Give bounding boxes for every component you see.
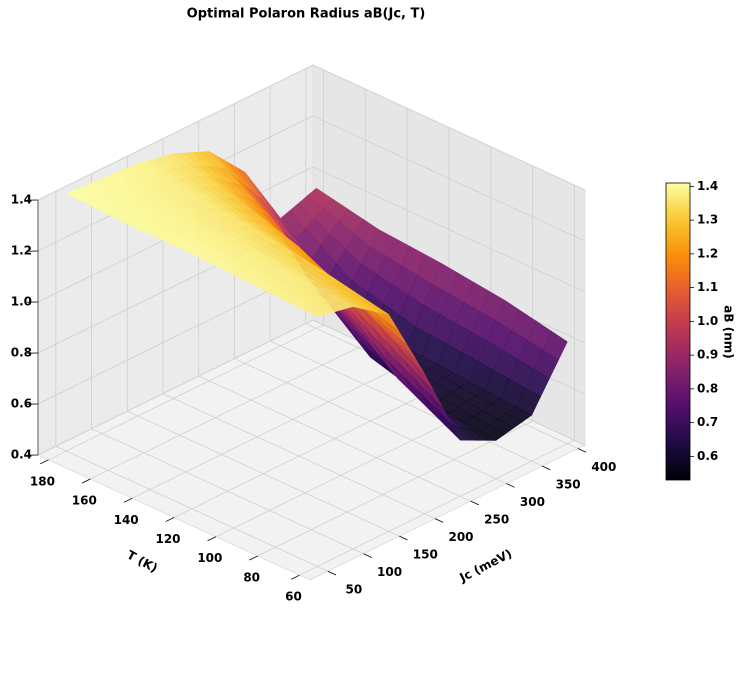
y-grid-line (257, 420, 533, 557)
z-tick-label: 0.6 (11, 397, 32, 411)
x-tick (363, 553, 372, 558)
z-tick-label: 0.4 (11, 448, 32, 462)
y-grid-line (90, 343, 366, 480)
colorbar-tick-label: 1.3 (697, 213, 718, 227)
y-grid-line (173, 382, 450, 518)
x-tick (506, 483, 515, 488)
colorbar (665, 182, 691, 481)
colorbar-label: aB (nm) (722, 305, 736, 358)
x-tick (399, 535, 408, 541)
x-tick-label: 250 (484, 513, 509, 527)
y-tick-label: 160 (72, 494, 97, 508)
x-tick (327, 570, 337, 576)
z-tick-label: 1.4 (11, 193, 32, 207)
colorbar-tick-label: 1.0 (697, 314, 718, 328)
z-tick-label: 1.0 (11, 295, 32, 309)
z-tick-label: 0.8 (11, 346, 32, 360)
y-tick (249, 555, 258, 561)
x-tick-label: 200 (448, 530, 473, 544)
y-tick (291, 574, 300, 580)
colorbar-tick-label: 1.4 (697, 179, 718, 193)
y-tick (123, 497, 133, 503)
y-tick (165, 517, 175, 522)
y-tick-label: 120 (155, 532, 180, 546)
y-tick-label: 80 (243, 570, 260, 584)
colorbar-tick-label: 0.9 (697, 348, 718, 362)
x-tick-label: 50 (346, 583, 363, 597)
y-grid-line (299, 439, 575, 576)
x-tick (577, 448, 587, 453)
z-grid-line (37, 64, 314, 201)
y-tick (81, 478, 91, 484)
colorbar-tick-label: 0.6 (697, 449, 718, 463)
x-tick (470, 500, 480, 506)
z-grid-line (37, 319, 314, 456)
z-grid-line (312, 64, 586, 191)
chart-title: Optimal Polaron Radius aB(Jc, T) (187, 7, 426, 22)
colorbar-tick-label: 1.1 (697, 280, 718, 294)
z-grid-line (312, 115, 586, 242)
surface-patch (301, 305, 327, 317)
colorbar-tick-label: 0.8 (697, 381, 718, 395)
z-tick-label: 1.2 (11, 244, 32, 258)
x-tick-label: 400 (591, 460, 616, 474)
y-tick-label: 60 (285, 590, 302, 604)
x-tick-label: 100 (377, 565, 402, 579)
y-tick-label: 100 (197, 551, 222, 565)
y-axis-label: T (K) (125, 548, 160, 576)
x-tick-label: 300 (520, 495, 545, 509)
x-tick-label: 150 (413, 548, 438, 562)
y-tick (40, 459, 49, 465)
x-tick (541, 465, 551, 471)
y-grid-line (131, 362, 408, 499)
z-grid-line (312, 166, 586, 293)
x-tick (434, 518, 444, 523)
y-tick (207, 536, 217, 542)
x-axis-label: Jc (meV) (456, 546, 514, 585)
colorbar-tick-label: 1.2 (697, 246, 718, 260)
y-tick-label: 180 (30, 474, 55, 488)
y-grid-line (48, 324, 324, 461)
x-tick-label: 350 (556, 478, 581, 492)
colorbar-tick-label: 0.7 (697, 415, 718, 429)
y-tick-label: 140 (114, 513, 139, 527)
